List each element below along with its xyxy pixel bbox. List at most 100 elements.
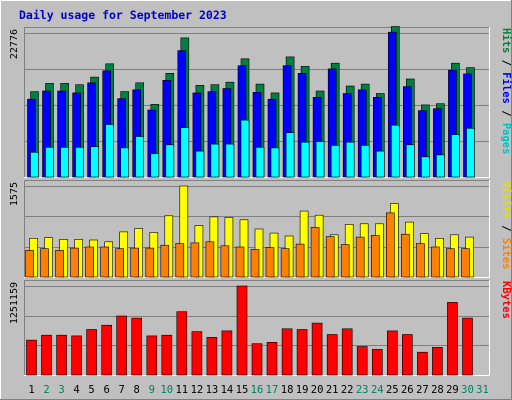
bar-sites-20 <box>310 227 320 278</box>
bar-sites-2 <box>40 248 49 278</box>
x-label-day-25: 25 <box>386 384 399 396</box>
x-label-day-31: 31 <box>476 384 489 396</box>
bar-pages-9 <box>150 153 160 178</box>
bar-kbytes-24 <box>371 349 383 376</box>
bar-pages-7 <box>120 147 129 178</box>
x-label-day-16: 16 <box>251 384 264 396</box>
bar-pages-15 <box>240 119 250 178</box>
bar-pages-18 <box>285 132 295 178</box>
x-label-day-19: 19 <box>296 384 309 396</box>
bar-kbytes-13 <box>206 336 218 376</box>
bar-kbytes-30 <box>462 317 473 376</box>
x-label-day-15: 15 <box>236 384 249 396</box>
bar-pages-30 <box>466 128 475 178</box>
bar-kbytes-26 <box>401 334 413 376</box>
bar-sites-14 <box>220 245 230 278</box>
chart-title: Daily usage for September 2023 <box>19 8 227 22</box>
bar-sites-27 <box>416 243 425 278</box>
bar-sites-1 <box>25 250 34 278</box>
bar-kbytes-9 <box>146 335 158 376</box>
x-label-day-5: 5 <box>88 384 94 396</box>
bar-sites-21 <box>325 236 335 278</box>
bar-sites-19 <box>295 243 305 278</box>
panel-2: 1575 Visits / Sites <box>9 180 512 278</box>
bar-kbytes-2 <box>41 334 52 376</box>
legend-pages: Pages <box>500 123 512 155</box>
legend-separator: / <box>500 219 512 238</box>
bar-kbytes-4 <box>71 335 82 376</box>
legend-files: Files <box>500 72 512 104</box>
bar-kbytes-19 <box>296 329 308 376</box>
bar-pages-21 <box>330 145 340 178</box>
bar-sites-13 <box>205 241 215 278</box>
legend-hits: Hits <box>500 28 512 53</box>
bar-pages-20 <box>315 141 325 178</box>
bar-sites-16 <box>250 249 260 278</box>
bar-kbytes-17 <box>266 341 278 376</box>
bar-pages-1 <box>30 152 39 178</box>
legend-separator: / <box>500 53 512 72</box>
bar-pages-2 <box>45 147 54 178</box>
bar-kbytes-11 <box>176 311 188 376</box>
x-label-day-12: 12 <box>191 384 204 396</box>
bar-pages-28 <box>436 154 445 178</box>
x-label-day-29: 29 <box>446 384 459 396</box>
bar-sites-30 <box>461 248 470 278</box>
bar-pages-4 <box>75 147 84 178</box>
panel-3: 1251159 KBytes <box>9 280 512 376</box>
bar-sites-10 <box>160 244 170 278</box>
bar-pages-27 <box>421 156 430 178</box>
chart-panels: 22776 Hits / Files / Pages 1575 Visits / Si… <box>9 26 512 376</box>
bar-pages-8 <box>135 136 144 178</box>
x-label-day-23: 23 <box>356 384 369 396</box>
bar-sites-12 <box>190 242 200 278</box>
bar-pages-14 <box>225 143 235 178</box>
bar-kbytes-5 <box>86 329 97 376</box>
legend-kbytes: KBytes <box>500 281 512 319</box>
legend-visits: Visits <box>500 181 512 219</box>
bar-kbytes-18 <box>281 328 293 376</box>
bar-pages-5 <box>90 146 99 178</box>
x-label-day-1: 1 <box>28 384 34 396</box>
x-label-day-20: 20 <box>311 384 324 396</box>
bar-kbytes-14 <box>221 330 233 376</box>
bar-pages-25 <box>390 124 400 178</box>
x-label-day-22: 22 <box>341 384 354 396</box>
x-label-day-6: 6 <box>104 384 110 396</box>
x-label-day-18: 18 <box>281 384 294 396</box>
bar-pages-11 <box>180 127 190 178</box>
bar-sites-17 <box>265 247 275 278</box>
x-label-day-21: 21 <box>326 384 339 396</box>
x-label-day-24: 24 <box>371 384 384 396</box>
bar-pages-3 <box>60 147 69 178</box>
bar-pages-17 <box>270 147 280 178</box>
bar-sites-7 <box>115 248 124 278</box>
x-label-day-3: 3 <box>58 384 64 396</box>
legend-sites: Sites <box>500 238 512 270</box>
bar-sites-5 <box>85 246 94 278</box>
x-label-day-7: 7 <box>119 384 125 396</box>
scale-label-3: 1251159 <box>9 282 20 324</box>
bar-pages-23 <box>360 145 370 178</box>
x-label-day-4: 4 <box>73 384 79 396</box>
legend-separator: / <box>500 104 512 123</box>
bar-kbytes-12 <box>191 331 203 376</box>
bar-kbytes-21 <box>326 334 338 376</box>
bar-kbytes-6 <box>101 324 112 376</box>
x-label-day-9: 9 <box>149 384 155 396</box>
x-label-day-13: 13 <box>206 384 219 396</box>
bar-kbytes-15 <box>236 285 248 376</box>
bar-sites-6 <box>100 246 109 278</box>
bar-kbytes-1 <box>26 339 37 376</box>
bar-kbytes-28 <box>432 346 443 376</box>
bar-sites-8 <box>130 247 139 278</box>
bar-sites-23 <box>355 236 365 278</box>
bar-sites-26 <box>400 233 410 278</box>
x-label-day-10: 10 <box>160 384 173 396</box>
legend-1: Hits / Files / Pages <box>500 28 512 154</box>
bar-sites-3 <box>55 250 64 278</box>
bar-pages-29 <box>451 134 460 178</box>
bar-pages-19 <box>300 141 310 178</box>
scale-label-2: 1575 <box>9 182 20 206</box>
bar-pages-26 <box>405 144 415 178</box>
